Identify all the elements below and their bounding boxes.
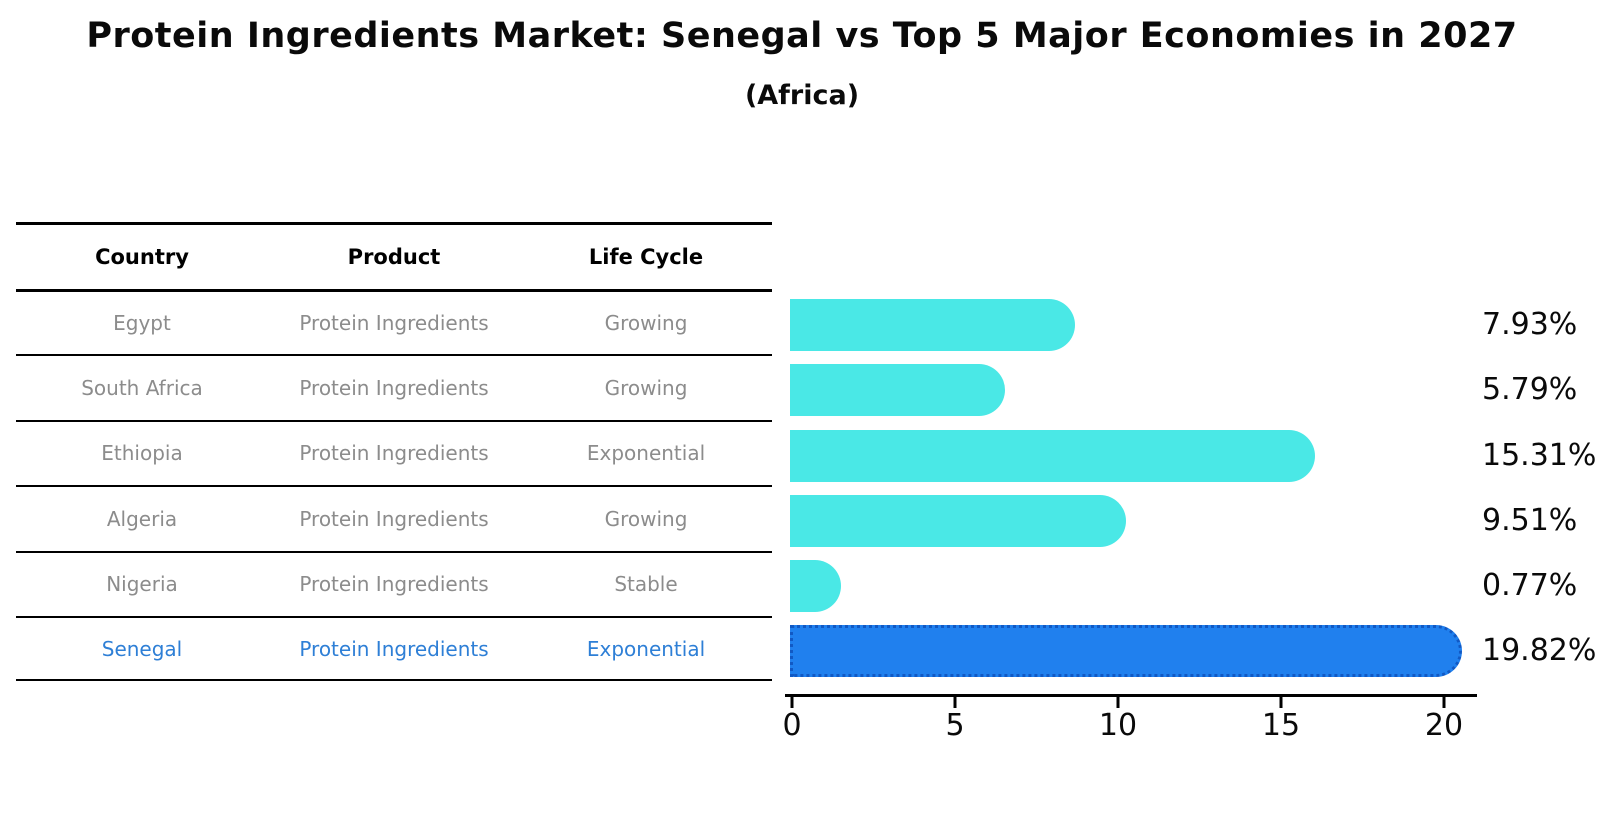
cell-country: Ethiopia bbox=[101, 441, 183, 466]
page-title: Protein Ingredients Market: Senegal vs T… bbox=[86, 16, 1518, 56]
bar-ethiopia bbox=[790, 430, 1316, 482]
bar-nigeria bbox=[790, 560, 842, 612]
cell-lifecycle: Growing bbox=[604, 311, 688, 336]
table-row: Algeria Protein Ingredients Growing bbox=[16, 485, 772, 550]
x-tick-label: 20 bbox=[1424, 708, 1464, 743]
x-tick-label: 5 bbox=[945, 708, 965, 743]
x-tick-label: 15 bbox=[1261, 708, 1301, 743]
cell-product: Protein Ingredients bbox=[299, 506, 489, 531]
bar-south-africa bbox=[790, 364, 1005, 416]
cell-lifecycle: Growing bbox=[604, 506, 688, 531]
value-label: 19.82% bbox=[1482, 633, 1597, 668]
cell-country: South Africa bbox=[81, 376, 203, 401]
cell-lifecycle: Exponential bbox=[586, 441, 706, 466]
x-tick-label: 10 bbox=[1098, 708, 1138, 743]
table-row-senegal: Senegal Protein Ingredients Exponential bbox=[16, 615, 772, 682]
cell-lifecycle: Stable bbox=[614, 572, 678, 597]
x-axis-line bbox=[785, 694, 1477, 697]
x-tick-label: 0 bbox=[782, 708, 802, 743]
table-row: Nigeria Protein Ingredients Stable bbox=[16, 550, 772, 616]
bar-algeria bbox=[790, 495, 1127, 547]
bar-senegal-highlight bbox=[790, 625, 1463, 677]
page-subtitle: (Africa) bbox=[744, 80, 860, 111]
x-tick bbox=[1116, 694, 1120, 708]
cell-country: Algeria bbox=[106, 506, 178, 531]
cell-product: Protein Ingredients bbox=[299, 636, 489, 661]
column-header-lifecycle: Life Cycle bbox=[588, 245, 704, 269]
table-header-row: Country Product Life Cycle bbox=[16, 222, 772, 289]
cell-product: Protein Ingredients bbox=[299, 572, 489, 597]
cell-country: Nigeria bbox=[106, 572, 178, 597]
cell-product: Protein Ingredients bbox=[299, 311, 489, 336]
cell-lifecycle: Exponential bbox=[586, 636, 706, 661]
column-header-product: Product bbox=[347, 245, 441, 269]
value-label: 5.79% bbox=[1482, 372, 1578, 407]
cell-lifecycle: Growing bbox=[604, 376, 688, 401]
table-row: Ethiopia Protein Ingredients Exponential bbox=[16, 419, 772, 485]
x-tick bbox=[790, 694, 794, 708]
cell-product: Protein Ingredients bbox=[299, 376, 489, 401]
x-tick bbox=[1279, 694, 1283, 708]
table-row: South Africa Protein Ingredients Growing bbox=[16, 354, 772, 419]
value-label: 9.51% bbox=[1482, 503, 1578, 538]
x-tick bbox=[953, 694, 957, 708]
cell-country: Senegal bbox=[101, 636, 183, 661]
bar-egypt bbox=[790, 299, 1075, 351]
x-tick bbox=[1442, 694, 1446, 708]
market-table: Country Product Life Cycle Egypt Protein… bbox=[16, 222, 772, 682]
value-label: 0.77% bbox=[1482, 568, 1578, 603]
column-header-country: Country bbox=[95, 245, 189, 269]
table-row: Egypt Protein Ingredients Growing bbox=[16, 289, 772, 354]
cell-product: Protein Ingredients bbox=[299, 441, 489, 466]
cell-country: Egypt bbox=[113, 311, 171, 336]
value-label: 15.31% bbox=[1482, 438, 1597, 473]
value-label: 7.93% bbox=[1482, 307, 1578, 342]
